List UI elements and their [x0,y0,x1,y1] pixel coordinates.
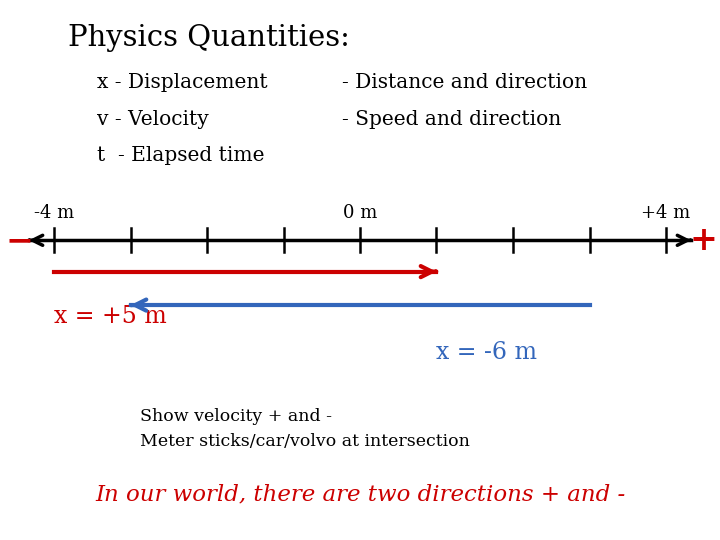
Text: −: − [6,224,34,257]
Text: - Speed and direction: - Speed and direction [342,110,562,129]
Text: 0 m: 0 m [343,204,377,222]
Text: t  - Elapsed time: t - Elapsed time [97,146,265,165]
Text: Physics Quantities:: Physics Quantities: [68,24,350,52]
Text: -4 m: -4 m [34,204,74,222]
Text: v - Velocity: v - Velocity [97,110,209,129]
Text: +4 m: +4 m [642,204,690,222]
Text: - Distance and direction: - Distance and direction [342,73,587,92]
Text: +: + [690,224,718,257]
Text: In our world, there are two directions + and -: In our world, there are two directions +… [95,483,625,505]
Text: x = +5 m: x = +5 m [54,305,167,328]
Text: x - Displacement: x - Displacement [97,73,268,92]
Text: Show velocity + and -
Meter sticks/car/volvo at intersection: Show velocity + and - Meter sticks/car/v… [140,408,470,449]
Text: x = -6 m: x = -6 m [436,341,538,365]
